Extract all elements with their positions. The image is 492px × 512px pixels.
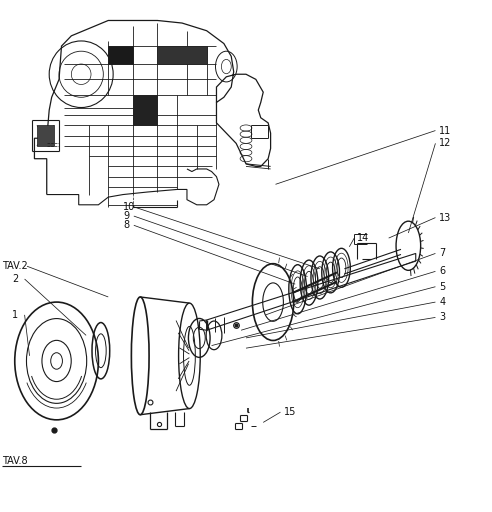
Text: TAV.8: TAV.8 [2, 456, 28, 466]
Text: 15: 15 [284, 407, 297, 417]
Polygon shape [133, 95, 157, 125]
Text: 7: 7 [439, 248, 446, 259]
Text: 5: 5 [439, 282, 446, 292]
Text: 10: 10 [123, 202, 135, 212]
Polygon shape [108, 46, 133, 64]
Text: TAV.2: TAV.2 [2, 261, 28, 271]
Polygon shape [157, 46, 207, 64]
Text: 6: 6 [439, 266, 445, 276]
Text: 8: 8 [123, 220, 129, 230]
Polygon shape [37, 125, 54, 146]
Text: 12: 12 [439, 138, 452, 148]
Text: 9: 9 [123, 211, 129, 221]
Text: 2: 2 [12, 274, 19, 284]
Text: 14: 14 [357, 233, 369, 243]
Text: 13: 13 [439, 212, 452, 223]
Text: 3: 3 [439, 312, 445, 323]
Text: 11: 11 [439, 125, 452, 136]
Text: 4: 4 [439, 297, 445, 307]
Text: 1: 1 [12, 310, 18, 320]
